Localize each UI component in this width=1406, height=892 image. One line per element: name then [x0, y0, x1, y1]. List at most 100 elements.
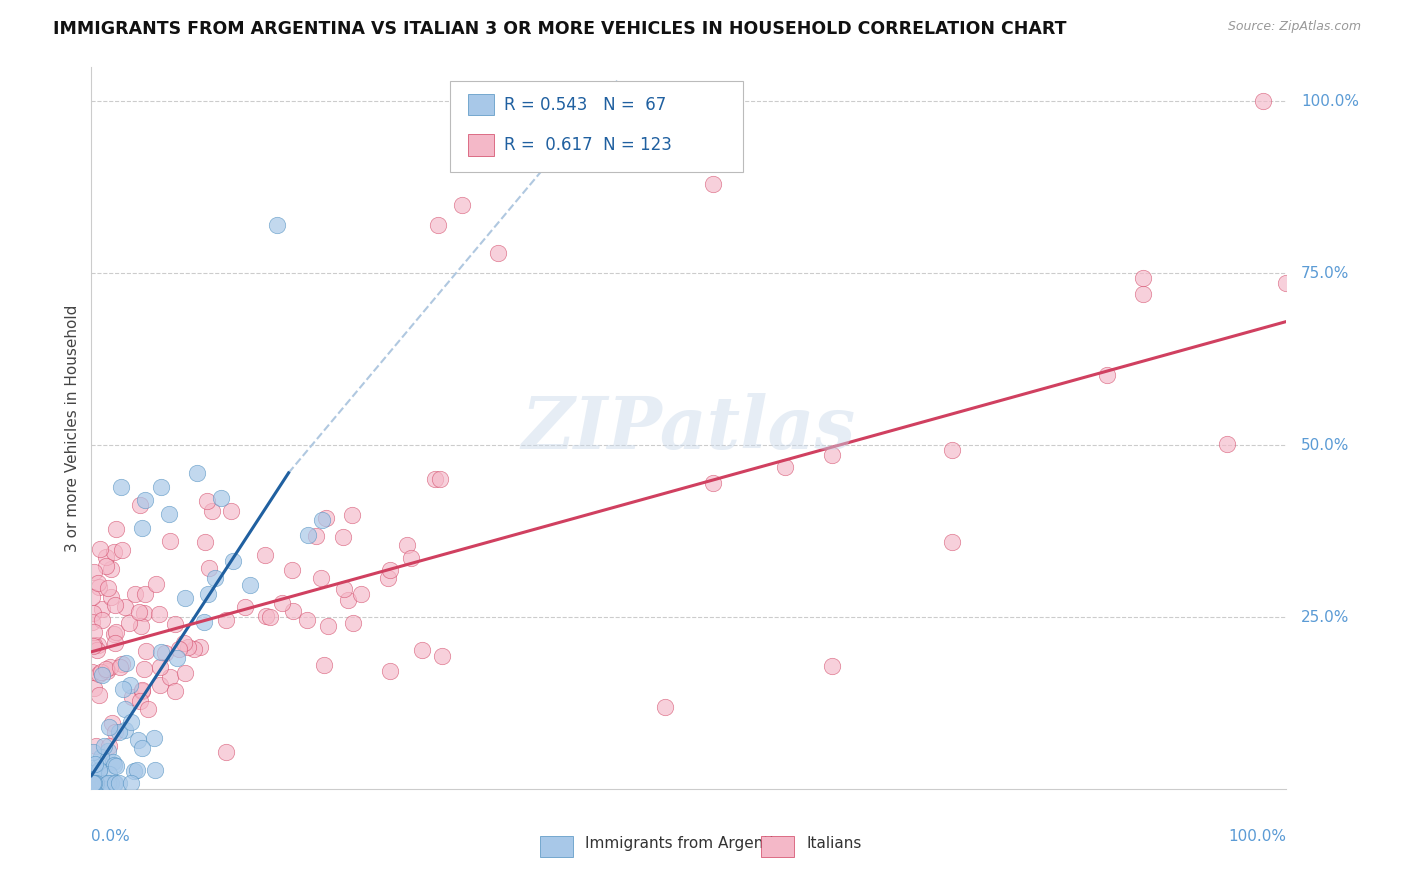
Point — [1132, 287, 1154, 301]
Point — [197, 587, 219, 601]
Point — [107, 775, 129, 789]
Point — [83, 624, 105, 639]
Bar — [468, 135, 494, 156]
Point — [149, 660, 172, 674]
Point — [97, 581, 120, 595]
Point — [98, 775, 121, 789]
Point — [193, 615, 215, 629]
Point — [82, 745, 104, 759]
Point — [399, 551, 422, 566]
Text: R =  0.617  N = 123: R = 0.617 N = 123 — [503, 136, 672, 154]
Point — [98, 767, 121, 781]
Point — [295, 613, 318, 627]
Point — [425, 472, 447, 486]
Point — [131, 741, 153, 756]
Point — [89, 580, 111, 594]
Point — [821, 448, 844, 462]
Point — [120, 715, 142, 730]
Point — [103, 545, 125, 559]
Point — [486, 245, 509, 260]
Point — [103, 755, 125, 769]
Point — [100, 775, 122, 789]
Point — [96, 664, 118, 678]
Point — [84, 775, 107, 789]
Point — [132, 606, 155, 620]
Point — [163, 616, 186, 631]
Point — [98, 720, 121, 734]
Point — [197, 560, 219, 574]
Point — [127, 733, 149, 747]
Point — [87, 576, 110, 591]
Point — [312, 658, 335, 673]
Point — [131, 682, 153, 697]
Point — [297, 528, 319, 542]
Point — [83, 775, 105, 789]
Point — [426, 218, 449, 232]
Point — [143, 731, 166, 746]
Point — [87, 759, 110, 773]
Point — [120, 775, 142, 789]
Point — [100, 591, 122, 605]
Point — [132, 662, 155, 676]
Point — [100, 716, 122, 731]
Point — [103, 758, 125, 772]
Point — [163, 684, 186, 698]
Point — [429, 472, 451, 486]
Point — [177, 640, 200, 655]
Point — [97, 775, 120, 789]
Point — [254, 608, 277, 623]
Point — [104, 725, 127, 739]
Point — [1275, 276, 1298, 290]
Point — [93, 739, 115, 754]
Point — [215, 745, 238, 759]
Point — [82, 775, 104, 789]
Point — [1251, 95, 1274, 109]
Point — [204, 571, 226, 585]
Bar — [468, 94, 494, 115]
Point — [103, 626, 125, 640]
Point — [87, 764, 110, 778]
Point — [149, 677, 172, 691]
Point — [118, 678, 141, 692]
Point — [159, 670, 181, 684]
Text: IMMIGRANTS FROM ARGENTINA VS ITALIAN 3 OR MORE VEHICLES IN HOUSEHOLD CORRELATION: IMMIGRANTS FROM ARGENTINA VS ITALIAN 3 O… — [53, 20, 1067, 37]
Point — [80, 590, 103, 604]
Point — [114, 702, 136, 716]
Point — [103, 775, 125, 789]
Point — [411, 643, 433, 657]
Text: 100.0%: 100.0% — [1229, 830, 1286, 844]
Point — [194, 534, 217, 549]
Point — [129, 499, 152, 513]
Point — [201, 504, 224, 518]
Point — [342, 616, 364, 631]
Point — [87, 688, 110, 702]
Point — [94, 775, 117, 789]
Point — [96, 559, 118, 574]
Point — [138, 702, 160, 716]
Point — [84, 775, 107, 789]
Point — [111, 657, 134, 671]
Text: Immigrants from Argentina: Immigrants from Argentina — [585, 836, 793, 851]
Point — [131, 521, 153, 535]
Point — [190, 640, 212, 654]
Point — [129, 619, 152, 633]
Point — [281, 563, 304, 577]
Point — [259, 610, 281, 624]
Point — [173, 636, 195, 650]
Point — [104, 598, 127, 612]
Point — [104, 624, 127, 639]
Text: 0.0%: 0.0% — [91, 830, 131, 844]
Point — [121, 690, 143, 704]
Point — [98, 660, 121, 674]
Point — [222, 554, 245, 568]
Point — [332, 530, 354, 544]
Point — [153, 646, 176, 660]
Point — [114, 723, 136, 737]
Point — [134, 493, 156, 508]
Point — [143, 763, 166, 777]
Point — [100, 562, 122, 576]
Point — [134, 587, 156, 601]
Point — [266, 218, 288, 232]
Text: Source: ZipAtlas.com: Source: ZipAtlas.com — [1227, 20, 1361, 33]
Point — [311, 571, 333, 585]
